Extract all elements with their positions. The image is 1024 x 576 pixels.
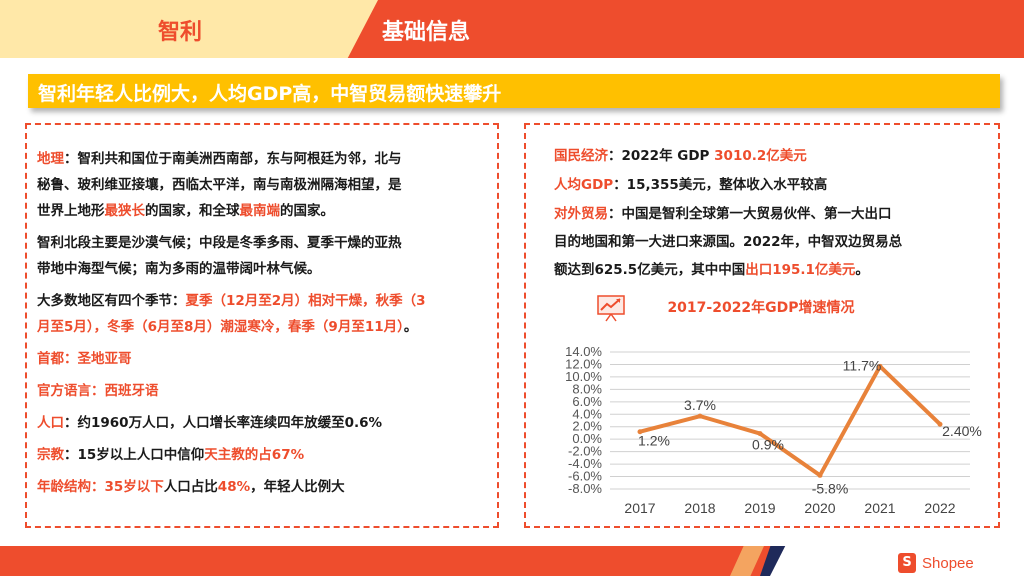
religion-highlight: 天主教的占67% bbox=[204, 447, 305, 463]
country-name: 智利 bbox=[157, 20, 202, 45]
data-point bbox=[697, 413, 703, 419]
age-highlight-under35: 35岁以下 bbox=[104, 479, 164, 495]
data-point bbox=[937, 421, 943, 427]
data-label: -5.8% bbox=[812, 480, 849, 496]
trade-export-highlight: 出口195.1亿美元 bbox=[745, 262, 856, 278]
capital-line: 首都：圣地亚哥 bbox=[37, 346, 132, 372]
percapita-text: ：15,355美元，整体收入水平较高 bbox=[613, 177, 828, 193]
gdp-growth-line-chart: 14.0%12.0%10.0%8.0%6.0%4.0%2.0%0.0%-2.0%… bbox=[565, 344, 982, 516]
y-tick-label: 10.0% bbox=[565, 369, 602, 384]
data-label: 11.7% bbox=[843, 357, 882, 373]
geo-text-1: ：智利共和国位于南美洲西南部，东与阿根廷为邻，北与 bbox=[64, 151, 402, 167]
age-line: 年龄结构：35岁以下人口占比48%，年轻人比例大 bbox=[37, 474, 345, 500]
geo-line-2: 秘鲁、玻利维亚接壤，西临太平洋，南与南极洲隔海相望，是 bbox=[37, 177, 402, 193]
y-tick-label: 0.0% bbox=[572, 431, 602, 446]
capital-label: 首都 bbox=[37, 351, 64, 367]
religion-line: 宗教：15岁以上人口中信仰天主教的占67% bbox=[37, 442, 304, 468]
age-label: 年龄结构 bbox=[37, 479, 91, 495]
geo-text-3c: 的国家，和全球 bbox=[145, 203, 240, 219]
trade-text-3c: 。 bbox=[855, 262, 869, 278]
trade-line-2: 目的地国和第一大进口来源国。2022年，中智双边贸易总 bbox=[554, 234, 903, 250]
geo-highlight-southernmost: 最南端 bbox=[239, 203, 281, 219]
language-line: 官方语言：西班牙语 bbox=[37, 378, 159, 404]
climate-line-2: 带地中海型气候；南为多雨的温带阔叶林气候。 bbox=[37, 261, 321, 277]
population-value: ：约1960万人口，人口增长率连续四年放缓至0.6% bbox=[64, 415, 383, 431]
trade-text-3a: 额达到625.5亿美元，其中中国 bbox=[554, 262, 746, 278]
y-tick-label: 12.0% bbox=[565, 356, 602, 371]
age-text: 人口占比 bbox=[163, 479, 218, 495]
data-point bbox=[637, 429, 643, 435]
y-tick-label: -8.0% bbox=[568, 481, 602, 496]
trade-line-3: 额达到625.5亿美元，其中中国出口195.1亿美元。 bbox=[554, 257, 869, 283]
data-label: 0.9% bbox=[752, 437, 784, 453]
age-colon: ： bbox=[91, 479, 105, 495]
bag-letter: S bbox=[902, 555, 912, 570]
y-tick-label: -2.0% bbox=[568, 444, 602, 459]
y-tick-label: 6.0% bbox=[572, 394, 602, 409]
seasons-end: 。 bbox=[403, 319, 418, 335]
chart-title: 2017-2022年GDP增速情况 bbox=[667, 300, 855, 316]
seasons-highlight-2: 月至5月），冬季（6月至8月）潮湿寒冷，春季（9月至11月） bbox=[37, 319, 404, 335]
data-label: 1.2% bbox=[638, 433, 670, 449]
language-label: 官方语言 bbox=[37, 383, 91, 399]
religion-label: 宗教 bbox=[37, 447, 64, 463]
y-tick-label: 8.0% bbox=[572, 381, 602, 396]
percapita-label: 人均GDP bbox=[554, 177, 614, 193]
x-tick-label: 2020 bbox=[804, 500, 835, 516]
y-tick-label: 14.0% bbox=[565, 344, 602, 359]
series-line bbox=[638, 364, 942, 478]
right-info-panel: 国民经济：2022年 GDP 3010.2亿美元 人均GDP：15,355美元，… bbox=[524, 123, 1000, 528]
seasons-highlight-1: 夏季（12月至2月）相对干燥，秋季（3 bbox=[185, 293, 426, 309]
age-highlight-percent: 48% bbox=[217, 479, 251, 495]
country-tab: 智利 bbox=[0, 0, 378, 58]
economy-text: ：2022年 GDP bbox=[608, 148, 715, 164]
geo-line-1: 地理：智利共和国位于南美洲西南部，东与阿根廷为邻，北与 bbox=[37, 146, 402, 172]
x-tick-label: 2022 bbox=[924, 500, 955, 516]
trade-text-1: ：中国是智利全球第一大贸易伙伴、第一大出口 bbox=[608, 206, 892, 222]
shopee-logo: S Shopee bbox=[898, 552, 974, 574]
brand-name: Shopee bbox=[922, 554, 974, 572]
economy-gdp-value: 3010.2亿美元 bbox=[714, 148, 807, 164]
data-label: 3.7% bbox=[684, 397, 716, 413]
language-value: ：西班牙语 bbox=[91, 383, 159, 399]
seasons-line-2: 月至5月），冬季（6月至8月）潮湿寒冷，春季（9月至11月）。 bbox=[37, 314, 417, 340]
y-tick-label: -4.0% bbox=[568, 456, 602, 471]
y-tick-label: -6.0% bbox=[568, 469, 602, 484]
trade-label: 对外贸易 bbox=[554, 206, 608, 222]
geo-label: 地理 bbox=[37, 151, 64, 167]
population-line: 人口：约1960万人口，人口增长率连续四年放缓至0.6% bbox=[37, 410, 382, 436]
y-tick-label: 4.0% bbox=[572, 406, 602, 421]
geo-text-3e: 的国家。 bbox=[280, 203, 334, 219]
data-point bbox=[877, 363, 883, 369]
trade-line-1: 对外贸易：中国是智利全球第一大贸易伙伴、第一大出口 bbox=[554, 201, 892, 227]
footer-brand-area bbox=[770, 546, 1024, 576]
x-tick-label: 2017 bbox=[624, 500, 655, 516]
geo-highlight-narrowest: 最狭长 bbox=[104, 203, 146, 219]
capital-value: ：圣地亚哥 bbox=[64, 351, 132, 367]
data-point bbox=[817, 472, 823, 478]
seasons-intro: 大多数地区有四个季节： bbox=[37, 293, 186, 309]
population-label: 人口 bbox=[37, 415, 64, 431]
seasons-line-1: 大多数地区有四个季节：夏季（12月至2月）相对干燥，秋季（3 bbox=[37, 288, 426, 314]
geo-line-3: 世界上地形最狭长的国家，和全球最南端的国家。 bbox=[37, 198, 334, 224]
shopping-bag-icon: S bbox=[898, 553, 916, 573]
data-point bbox=[757, 431, 763, 437]
x-tick-label: 2019 bbox=[744, 500, 775, 516]
data-label: 2.40% bbox=[942, 423, 982, 439]
economy-label: 国民经济 bbox=[554, 148, 608, 164]
y-tick-label: 2.0% bbox=[572, 419, 602, 434]
climate-line-1: 智利北段主要是沙漠气候；中段是冬季多雨、夏季干燥的亚热 bbox=[37, 235, 402, 251]
headline-text: 智利年轻人比例大，人均GDP高，中智贸易额快速攀升 bbox=[38, 83, 502, 105]
left-info-panel: 地理：智利共和国位于南美洲西南部，东与阿根廷为邻，北与 秘鲁、玻利维亚接壤，西临… bbox=[25, 123, 499, 528]
section-title: 基础信息 bbox=[382, 20, 471, 45]
economy-line: 国民经济：2022年 GDP 3010.2亿美元 bbox=[554, 143, 807, 169]
age-text-end: ，年轻人比例大 bbox=[250, 479, 345, 495]
religion-text: ：15岁以上人口中信仰 bbox=[64, 447, 205, 463]
x-tick-label: 2018 bbox=[684, 500, 715, 516]
chart-icon bbox=[597, 295, 625, 322]
headline-banner: 智利年轻人比例大，人均GDP高，中智贸易额快速攀升 bbox=[28, 74, 1000, 108]
geo-text-3a: 世界上地形 bbox=[37, 203, 105, 219]
x-tick-label: 2021 bbox=[864, 500, 895, 516]
percapita-line: 人均GDP：15,355美元，整体收入水平较高 bbox=[554, 172, 827, 198]
